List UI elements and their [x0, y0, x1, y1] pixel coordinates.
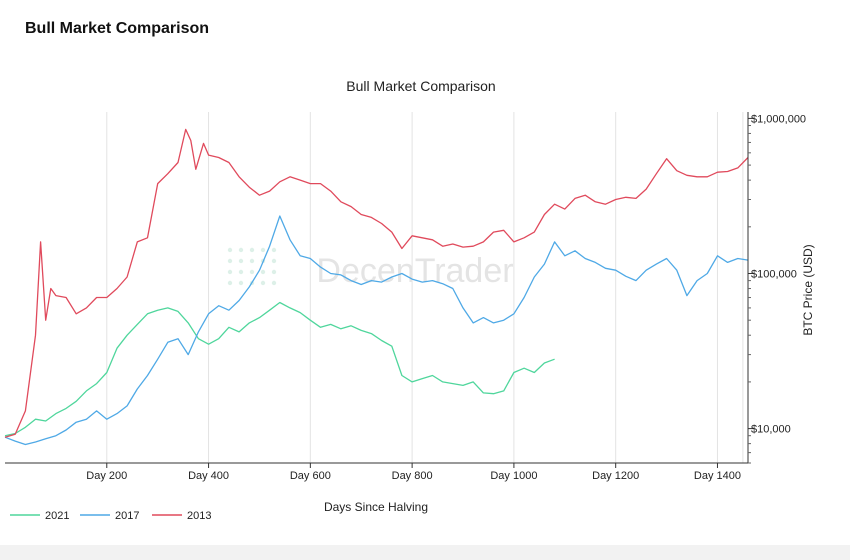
- x-tick-label: Day 600: [290, 470, 331, 482]
- watermark-dot: [227, 247, 233, 253]
- watermark-dot: [271, 247, 277, 253]
- watermark-dot: [249, 258, 255, 264]
- watermark-dot: [260, 280, 266, 286]
- watermark-dot: [271, 269, 277, 275]
- x-axis-title: Days Since Halving: [324, 500, 428, 514]
- chart-title: Bull Market Comparison: [346, 78, 495, 94]
- watermark-dot: [271, 280, 277, 286]
- watermark-dot: [227, 280, 233, 286]
- watermark-dot: [249, 247, 255, 253]
- y-tick-label: $1,000,000: [751, 113, 806, 125]
- plot-area: [5, 112, 748, 463]
- y-axis-title: BTC Price (USD): [801, 244, 815, 335]
- watermark-dot: [260, 269, 266, 275]
- x-tick-label: Day 400: [188, 470, 229, 482]
- watermark-dot: [249, 269, 255, 275]
- x-tick-label: Day 1200: [592, 470, 639, 482]
- series-line-2013: [4, 128, 749, 438]
- watermark-logo: [227, 247, 277, 286]
- y-tick-label: $100,000: [751, 269, 797, 281]
- watermark-dot: [260, 247, 266, 253]
- legend-label-2013: 2013: [187, 510, 211, 522]
- watermark-dot: [238, 269, 244, 275]
- x-tick-label: Day 1000: [490, 470, 537, 482]
- bull-market-chart: DecenTrader $10,000 $100,000 $1,000,000 Day …: [4, 78, 815, 522]
- watermark-dot: [271, 258, 277, 264]
- watermark-dot: [238, 280, 244, 286]
- x-tick-label: Day 200: [86, 470, 127, 482]
- watermark-dot: [227, 269, 233, 275]
- series-line-2017: [4, 215, 749, 446]
- y-tick-label: $10,000: [751, 424, 791, 436]
- series-line-2021: [4, 301, 555, 437]
- watermark-dot: [238, 258, 244, 264]
- legend-label-2017: 2017: [115, 510, 139, 522]
- watermark-dot: [238, 247, 244, 253]
- x-tick-label: Day 1400: [694, 470, 741, 482]
- x-tick-label: Day 800: [392, 470, 433, 482]
- chart-card: Bull Market Comparison DecenTrader $10,00…: [0, 0, 850, 545]
- watermark-dot: [227, 258, 233, 264]
- watermark-text: DecenTrader: [316, 252, 513, 290]
- legend-label-2021: 2021: [45, 510, 69, 522]
- card-title: Bull Market Comparison: [25, 20, 210, 37]
